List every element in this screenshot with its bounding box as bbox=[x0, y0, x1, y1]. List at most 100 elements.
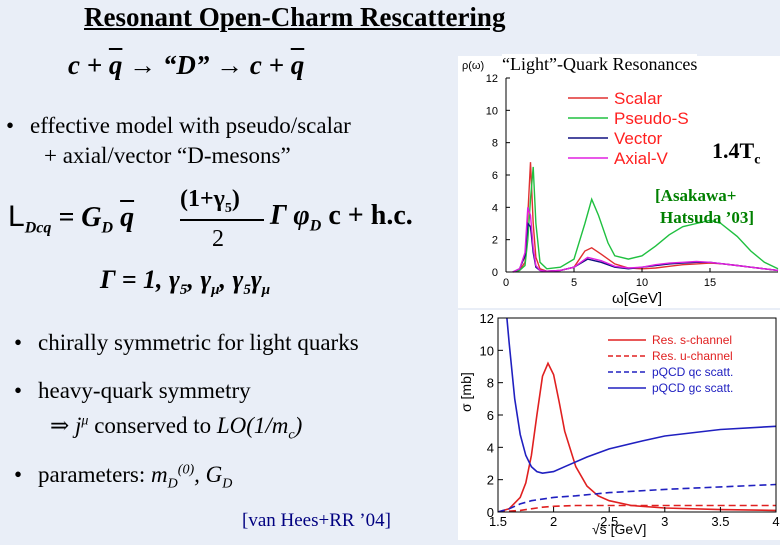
cross-section-frame bbox=[497, 317, 777, 513]
d-meson-field: φ bbox=[286, 200, 310, 231]
spectral-series-axial-v bbox=[512, 207, 779, 273]
cross-section-y-tick-label: 0 bbox=[487, 505, 494, 520]
legend-label: Res. s-channel bbox=[652, 333, 732, 347]
cross-section-x-label: √s [GeV] bbox=[592, 521, 647, 537]
mass-param-sub: D bbox=[167, 476, 178, 492]
bullet-dot: • bbox=[6, 113, 15, 138]
cross-section-series bbox=[498, 504, 776, 512]
bullet-effective-model-cont: + axial/vector “D-mesons” bbox=[44, 143, 291, 169]
order-text: LO(1/m bbox=[216, 413, 289, 438]
numerator-close: ) bbox=[231, 186, 240, 212]
lagrangian-subscript: Dcq bbox=[24, 219, 52, 237]
spectral-x-label: ω[GeV] bbox=[612, 290, 663, 307]
gamma-sub: μ bbox=[261, 282, 271, 299]
legend-label: Scalar bbox=[614, 89, 663, 108]
current-symbol: ⇒ j bbox=[50, 413, 82, 438]
cross-section-y-label: σ [mb] bbox=[458, 372, 474, 412]
bullet-text: + axial/vector “D-mesons” bbox=[44, 143, 291, 168]
asakawa-citation-2: Hatsuda ’03] bbox=[660, 208, 754, 227]
bullet-dot: • bbox=[14, 462, 23, 487]
cross-section-y-tick-label: 12 bbox=[480, 311, 494, 326]
cross-section-y-tick-label: 10 bbox=[480, 343, 494, 358]
cross-section-series bbox=[506, 318, 776, 475]
spectral-x-tick-label: 5 bbox=[571, 277, 577, 289]
lagrangian-rest: Γ φD c + h.c. bbox=[270, 200, 413, 236]
spectral-y-tick-label: 6 bbox=[492, 170, 498, 182]
bullet-parameters: • parameters: mD(0), GD bbox=[14, 462, 232, 493]
cross-section-series bbox=[498, 361, 776, 512]
gamma-matrix: Γ bbox=[270, 200, 287, 231]
charm-field-hc: c + h.c. bbox=[321, 200, 413, 231]
temperature-text: 1.4T bbox=[712, 138, 755, 163]
coupling: = G bbox=[51, 202, 102, 233]
bullet-text: effective model with pseudo/scalar bbox=[30, 113, 351, 138]
spectral-series-vector bbox=[512, 221, 779, 273]
numerator-subscript: 5 bbox=[224, 200, 232, 216]
lagrangian-equation: LDcq = GD q bbox=[8, 200, 134, 238]
order-close: ) bbox=[294, 413, 303, 438]
temperature-sub: c bbox=[754, 152, 761, 168]
reaction-part: → “D” → c + bbox=[122, 50, 291, 80]
spectral-x-tick-label: 0 bbox=[503, 277, 509, 289]
coupling-param-sub: D bbox=[222, 476, 233, 492]
gamma-list-text: , γ bbox=[219, 265, 244, 294]
cross-section-chart: 0 2 4 6 8 10 12 1.5 2 2.5 3 3.5 4 Res. s-channel Res.… bbox=[480, 311, 780, 529]
fraction-numerator: (1+γ5) bbox=[180, 186, 240, 217]
cross-section-x-tick-label: 3 bbox=[661, 514, 668, 529]
cross-section-y-tick-label: 6 bbox=[487, 408, 494, 423]
gamma-sub: μ bbox=[211, 282, 220, 299]
numerator-text: (1+γ bbox=[180, 186, 225, 212]
cross-section-panel: 0 2 4 6 8 10 12 1.5 2 2.5 3 3.5 4 Res. s-channel Res.… bbox=[458, 310, 780, 540]
temperature-label: 1.4Tc bbox=[712, 138, 760, 168]
cross-section-series bbox=[498, 483, 776, 512]
legend-label: Axial-V bbox=[614, 149, 669, 168]
spectral-panel: 0 2 4 6 8 10 12 0 5 10 15 Scalar Pseudo-S Vector Axia… bbox=[458, 56, 780, 308]
spectral-heading: “Light”-Quark Resonances bbox=[502, 54, 698, 75]
spectral-y-tick-label: 10 bbox=[486, 105, 498, 117]
spectral-x-tick-label: 10 bbox=[636, 277, 648, 289]
cross-section-y-tick-label: 2 bbox=[487, 473, 494, 488]
bullet-text: conserved to bbox=[88, 413, 217, 438]
legend-label: pQCD qc scatt. bbox=[652, 365, 733, 379]
spectral-y-tick-label: 4 bbox=[492, 202, 498, 214]
spectral-chart: 0 2 4 6 8 10 12 0 5 10 15 ScalarPseudo-SVectorAxia… bbox=[486, 73, 779, 289]
spectral-y-tick-label: 8 bbox=[492, 138, 498, 150]
gamma-list-text: γ bbox=[250, 265, 262, 294]
reaction-part: c + bbox=[68, 50, 109, 80]
bullet-dot: • bbox=[14, 330, 23, 355]
cross-section-x-tick-label: 4 bbox=[772, 514, 779, 529]
lagrangian-symbol: L bbox=[8, 200, 25, 233]
gamma-sub: 5 bbox=[179, 282, 188, 299]
antiquark-field: q bbox=[120, 202, 135, 233]
gamma-list-text: , γ bbox=[187, 265, 212, 294]
cross-section-y-tick-label: 8 bbox=[487, 376, 494, 391]
gamma-sub: 5 bbox=[243, 282, 251, 299]
antiquark-symbol: q bbox=[108, 50, 123, 80]
legend-label: Vector bbox=[614, 129, 663, 148]
legend-label: pQCD gc scatt. bbox=[652, 381, 733, 395]
current-superscript: μ bbox=[81, 413, 89, 429]
spectral-y-tick-label: 0 bbox=[492, 267, 498, 279]
bullet-dot: • bbox=[14, 378, 23, 403]
cross-section-x-tick-label: 2.5 bbox=[600, 514, 618, 529]
bullet-heavy-quark-cont: ⇒ jμ conserved to LO(1/mc) bbox=[50, 413, 302, 444]
gamma-list: Γ = 1, γ5, γμ, γ5γμ bbox=[100, 265, 270, 299]
bullet-text: heavy-quark symmetry bbox=[38, 378, 251, 403]
mass-subscript: c bbox=[288, 427, 295, 443]
legend-label: Pseudo-S bbox=[614, 109, 689, 128]
fraction-bar bbox=[180, 219, 264, 221]
bullet-text: parameters: bbox=[38, 462, 152, 487]
legend-label: Res. u-channel bbox=[652, 349, 733, 363]
spectral-y-tick-label: 2 bbox=[492, 235, 498, 247]
bullet-heavy-quark: • heavy-quark symmetry bbox=[14, 378, 251, 404]
spectral-x-tick-label: 15 bbox=[704, 277, 716, 289]
antiquark-symbol: q bbox=[290, 50, 305, 80]
slide-title: Resonant Open-Charm Rescattering bbox=[84, 2, 506, 32]
cross-section-x-tick-label: 2 bbox=[550, 514, 557, 529]
fraction-denominator: 2 bbox=[212, 226, 224, 252]
bullet-effective-model: • effective model with pseudo/scalar bbox=[6, 113, 351, 139]
d-meson-subscript: D bbox=[309, 217, 322, 235]
cross-section-x-tick-label: 3.5 bbox=[711, 514, 729, 529]
cross-section-y-tick-label: 4 bbox=[487, 440, 494, 455]
mass-parameter: m bbox=[151, 462, 168, 487]
